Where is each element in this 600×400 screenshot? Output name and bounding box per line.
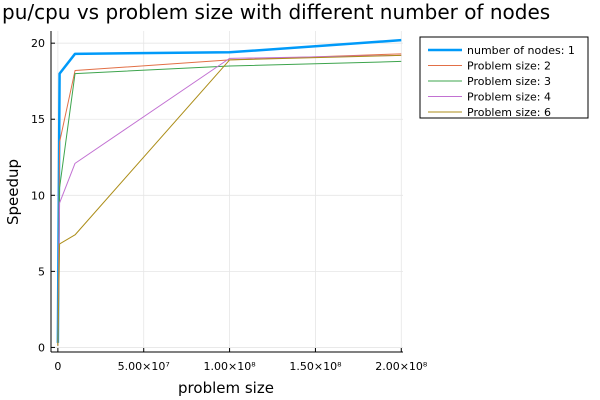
x-tick-label: 1.00×10⁸ xyxy=(204,360,257,373)
x-tick-label: 0 xyxy=(54,360,61,373)
y-axis-label: Speedup xyxy=(4,159,22,225)
x-tick-label: 2.00×10⁸ xyxy=(375,360,428,373)
y-tick-label: 5 xyxy=(38,265,45,278)
series-line-5 xyxy=(57,54,402,346)
x-tick-label: 1.50×10⁸ xyxy=(289,360,342,373)
legend: number of nodes: 1 Problem size: 2 Problem… xyxy=(419,36,589,119)
legend-label-3: Problem size: 3 xyxy=(467,75,551,88)
y-tick-label: 15 xyxy=(31,113,45,126)
series-lines xyxy=(56,38,402,346)
x-axis-label: problem size xyxy=(178,379,274,397)
x-tick-label: 5.00×10⁷ xyxy=(118,360,170,373)
y-tick-label: 20 xyxy=(31,37,45,50)
grid xyxy=(51,31,403,352)
legend-label-4: Problem size: 4 xyxy=(467,91,551,104)
y-tick-label: 10 xyxy=(31,189,45,202)
legend-label-1: number of nodes: 1 xyxy=(467,44,575,57)
legend-label-2: Problem size: 2 xyxy=(467,60,551,73)
axes xyxy=(50,31,403,353)
y-tick-label: 0 xyxy=(38,341,45,354)
legend-label-5: Problem size: 6 xyxy=(467,106,551,119)
y-axis-ticks: 0 5 10 15 20 xyxy=(31,37,55,354)
x-axis-ticks: 0 5.00×10⁷ 1.00×10⁸ 1.50×10⁸ 2.00×10⁸ xyxy=(54,348,428,373)
chart-title: pu/cpu vs problem size with different nu… xyxy=(2,0,550,24)
